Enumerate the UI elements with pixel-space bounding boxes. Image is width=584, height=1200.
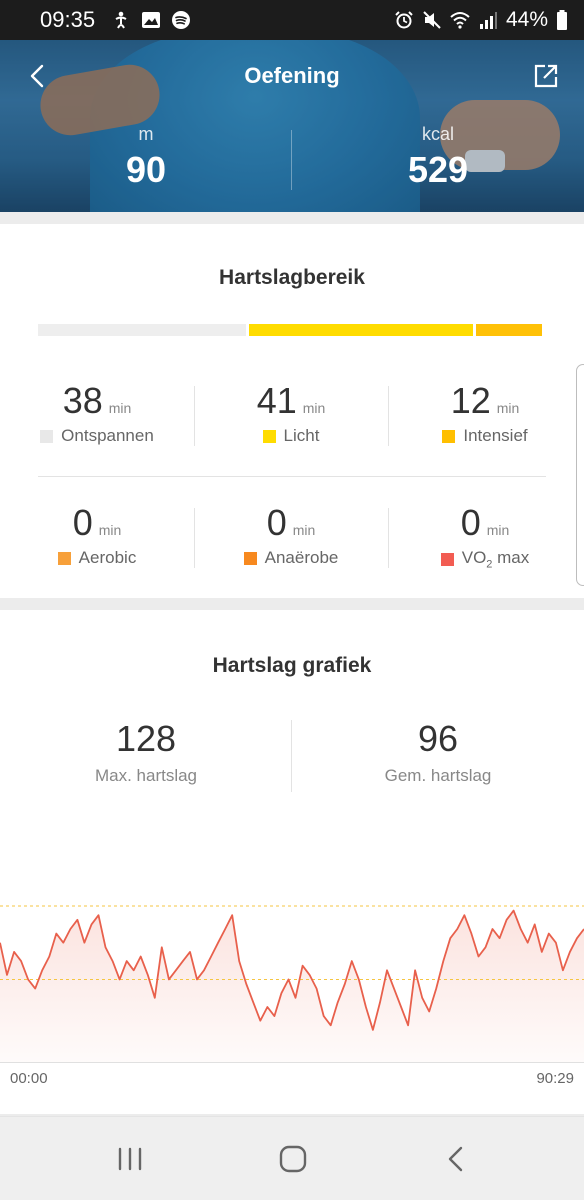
zone-unit: min [486, 522, 510, 538]
calories-value: 529 [407, 149, 469, 190]
zone-unit: min [98, 522, 122, 538]
heart-rate-zones-card: Hartslagbereik 38 min Ontspannen 41 min Li… [0, 224, 584, 598]
zone-distribution-bar [38, 324, 542, 336]
zone-divider [388, 386, 389, 446]
avg-heart-rate-value: 96 [417, 718, 459, 759]
avg-heart-rate-label: Gem. hartslag [384, 766, 492, 785]
start-time-label: 00:00 [10, 1070, 48, 1087]
accessibility-icon [115, 11, 127, 29]
zone-divider [388, 508, 389, 568]
zone-minutes: 41 [256, 380, 297, 421]
calories-stat: kcal 529 [338, 124, 538, 191]
share-button[interactable] [532, 62, 560, 90]
zone-unit: min [496, 400, 520, 416]
mute-icon [423, 11, 441, 29]
zone-divider [194, 508, 195, 568]
zone-swatch [440, 552, 454, 566]
zone-minutes: 0 [72, 502, 93, 543]
zone-intensief: 12 min Intensief [388, 380, 582, 446]
max-heart-rate: 128 Max. hartslag [0, 718, 292, 786]
heart-rate-area [0, 910, 584, 1062]
zone-minutes: 0 [460, 502, 481, 543]
runner-photo-wristband [465, 150, 505, 172]
zone-unit: min [302, 400, 326, 416]
zone-swatch [262, 429, 276, 443]
zone-label-main: VO [461, 548, 487, 567]
zone-label: Licht [283, 426, 320, 445]
back-icon[interactable] [441, 1145, 473, 1173]
time-axis [0, 1062, 584, 1063]
zone-label-sub: 2 [486, 558, 493, 571]
zone-label: Ontspannen [61, 426, 154, 445]
heart-rate-line-chart [0, 905, 584, 1062]
header-divider [291, 130, 292, 190]
zone-swatch [442, 429, 456, 443]
zone-label: Anaërobe [264, 548, 339, 567]
zone-unit: min [292, 522, 316, 538]
home-icon[interactable] [277, 1145, 309, 1173]
heart-rate-line [0, 909, 584, 1031]
zone-label: Intensief [463, 426, 528, 445]
chart-title: Hartslag grafiek [212, 654, 372, 677]
zone-swatch [57, 551, 71, 565]
zone-ontspannen: 38 min Ontspannen [0, 380, 194, 446]
status-time: 09:35 [40, 7, 96, 32]
signal-icon [479, 12, 497, 29]
zone-minutes: 12 [450, 380, 491, 421]
status-icons-left [111, 10, 191, 30]
zone-bar-segment [476, 324, 542, 336]
page-title: Oefening [244, 63, 340, 88]
system-navigation-bar [0, 1116, 584, 1200]
zone-minutes: 38 [62, 380, 103, 421]
battery-icon [557, 10, 567, 30]
distance-unit: m [138, 124, 154, 144]
end-time-label: 90:29 [536, 1070, 574, 1087]
zone-label-tail: max [492, 548, 530, 567]
avg-heart-rate: 96 Gem. hartslag [292, 718, 584, 786]
heart-rate-chart-card: Hartslag grafiek 128 Max. hartslag 96 Ge… [0, 610, 584, 1114]
max-heart-rate-label: Max. hartslag [94, 766, 198, 785]
calories-unit: kcal [421, 124, 454, 144]
status-icons-right: 44% [394, 8, 568, 32]
wifi-icon [450, 12, 470, 29]
header-toolbar: Oefening [0, 40, 584, 112]
distance-stat: m 90 [46, 124, 246, 191]
recent-apps-icon[interactable] [114, 1145, 146, 1173]
zone-minutes: 0 [266, 502, 287, 543]
zone-row-divider [38, 476, 546, 477]
spotify-icon [172, 11, 191, 29]
zone-bar-segment [38, 324, 246, 336]
back-button[interactable] [22, 60, 54, 92]
max-heart-rate-value: 128 [115, 718, 177, 759]
zones-title: Hartslagbereik [219, 266, 365, 289]
header-overlay [0, 40, 584, 212]
status-bar: 09:35 44% [0, 0, 584, 40]
zone-licht: 41 min Licht [194, 380, 388, 446]
zone-vo2max: 0 min VO2 max [388, 502, 582, 570]
zone-anaerobe: 0 min Anaërobe [194, 502, 388, 568]
zone-swatch [40, 429, 54, 443]
distance-value: 90 [125, 149, 167, 190]
stat-divider [291, 720, 292, 792]
alarm-icon [395, 11, 413, 29]
zone-bar-segment [248, 324, 474, 336]
zone-label: Aerobic [78, 548, 137, 567]
zone-unit: min [108, 400, 132, 416]
zone-aerobic: 0 min Aerobic [0, 502, 194, 568]
image-icon [142, 12, 161, 28]
zone-swatch [243, 551, 257, 565]
side-panel-handle[interactable] [576, 364, 584, 586]
battery-percentage: 44% [505, 8, 548, 31]
zone-divider [194, 386, 195, 446]
exercise-header: Oefening m 90 kcal 529 [0, 40, 584, 212]
zone-label: VO2 max [462, 548, 530, 570]
